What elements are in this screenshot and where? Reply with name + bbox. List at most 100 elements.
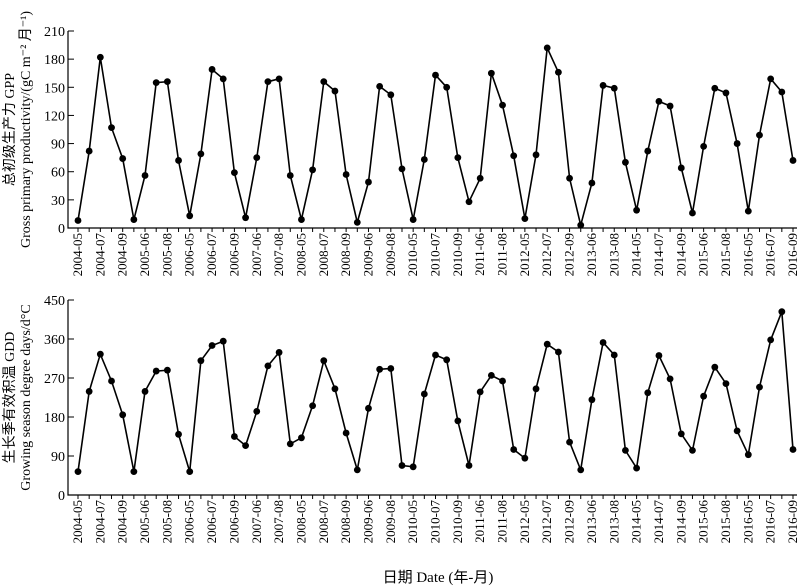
- x-axis-title: 日期 Date (年-月): [383, 569, 494, 586]
- data-point: [722, 89, 730, 97]
- data-point: [197, 150, 205, 158]
- x-tick-label: 2007-06: [249, 233, 264, 277]
- x-tick-label: 2016-09: [785, 233, 800, 276]
- data-point: [767, 75, 775, 83]
- data-point: [622, 446, 629, 454]
- x-tick-label: 2006-07: [204, 500, 219, 544]
- data-point: [432, 351, 439, 359]
- data-point: [320, 357, 328, 365]
- data-point: [778, 308, 786, 316]
- data-point: [376, 82, 384, 90]
- x-tick-label: 2010-05: [405, 500, 420, 543]
- y-tick-label: 210: [44, 25, 65, 40]
- x-tick-label: 2016-05: [740, 233, 755, 276]
- x-tick-label: 2006-09: [226, 233, 241, 276]
- data-point: [186, 468, 194, 475]
- x-tick-label: 2010-09: [450, 233, 465, 276]
- data-point: [744, 451, 752, 459]
- data-point: [756, 383, 763, 391]
- data-point: [130, 216, 138, 223]
- data-point: [655, 352, 663, 359]
- data-point: [108, 124, 115, 132]
- axis-frame: [67, 300, 797, 496]
- data-point: [219, 75, 227, 83]
- y-tick-label: 60: [51, 166, 65, 181]
- data-point: [253, 154, 261, 162]
- data-point: [666, 375, 674, 383]
- data-point: [454, 154, 462, 162]
- x-tick-label: 2016-05: [740, 500, 755, 543]
- x-tick-label: 2015-08: [718, 233, 733, 276]
- data-point: [108, 377, 115, 385]
- data-point: [443, 83, 451, 91]
- y-axis-title-cn: 生长季有效积温 GDD: [2, 332, 18, 464]
- data-point: [152, 367, 160, 375]
- data-point: [554, 68, 562, 76]
- data-point: [286, 172, 294, 179]
- data-point: [610, 351, 618, 359]
- data-point: [163, 78, 171, 86]
- data-point: [85, 147, 93, 155]
- data-point: [387, 91, 395, 99]
- data-point: [320, 78, 328, 86]
- data-point: [432, 71, 439, 79]
- data-point: [566, 174, 573, 182]
- x-tick-label: 2004-05: [70, 500, 85, 543]
- x-tick-label: 2012-05: [517, 500, 532, 543]
- x-tick-label: 2007-08: [271, 500, 286, 543]
- x-tick-label: 2011-08: [495, 233, 510, 276]
- x-tick-label: 2012-07: [539, 500, 554, 544]
- data-point: [599, 82, 607, 89]
- x-tick-label: 2011-06: [472, 500, 487, 543]
- x-tick-label: 2008-07: [316, 233, 331, 277]
- data-point: [666, 102, 674, 110]
- x-tick-label: 2006-07: [204, 233, 219, 277]
- y-axis-title-cn: 总初级生产力 GPP: [1, 73, 18, 186]
- data-point: [633, 464, 640, 472]
- x-tick-label: 2016-07: [763, 500, 778, 544]
- x-tick-label: 2014-09: [673, 500, 688, 543]
- data-point: [599, 339, 607, 346]
- data-point: [733, 427, 741, 435]
- data-point: [521, 215, 529, 223]
- data-point: [577, 466, 585, 474]
- data-point: [275, 75, 283, 83]
- data-point: [521, 454, 529, 462]
- data-point: [331, 385, 339, 393]
- data-point: [543, 340, 551, 348]
- y-tick-label: 450: [44, 294, 65, 309]
- data-point: [789, 157, 797, 164]
- data-point: [264, 362, 272, 370]
- data-point: [197, 357, 205, 365]
- x-tick-label: 2016-07: [763, 233, 778, 277]
- data-point: [677, 430, 685, 438]
- x-tick-label: 2005-06: [137, 233, 152, 277]
- data-point: [275, 349, 283, 356]
- data-point: [96, 53, 104, 61]
- data-point: [454, 417, 462, 425]
- data-point: [163, 366, 171, 374]
- x-tick-label: 2012-05: [517, 233, 532, 276]
- data-point: [476, 174, 484, 182]
- x-tick-label: 2004-05: [70, 233, 85, 276]
- data-point: [342, 429, 350, 437]
- y-tick-label: 0: [58, 489, 65, 504]
- y-tick-label: 270: [44, 372, 65, 387]
- data-point: [554, 348, 562, 356]
- y-tick-label: 0: [58, 222, 65, 237]
- data-point: [689, 446, 696, 454]
- data-point: [443, 356, 451, 364]
- data-point: [387, 365, 395, 372]
- data-point: [510, 446, 518, 453]
- data-point: [409, 463, 417, 471]
- data-point: [353, 466, 361, 474]
- data-point: [510, 152, 518, 160]
- x-tick-label: 2016-09: [785, 500, 800, 543]
- data-point: [208, 342, 216, 349]
- data-point: [532, 385, 540, 393]
- data-point: [700, 392, 708, 400]
- x-tick-label: 2014-07: [651, 233, 666, 277]
- x-tick-label: 2013-08: [606, 233, 621, 276]
- data-point: [119, 155, 127, 162]
